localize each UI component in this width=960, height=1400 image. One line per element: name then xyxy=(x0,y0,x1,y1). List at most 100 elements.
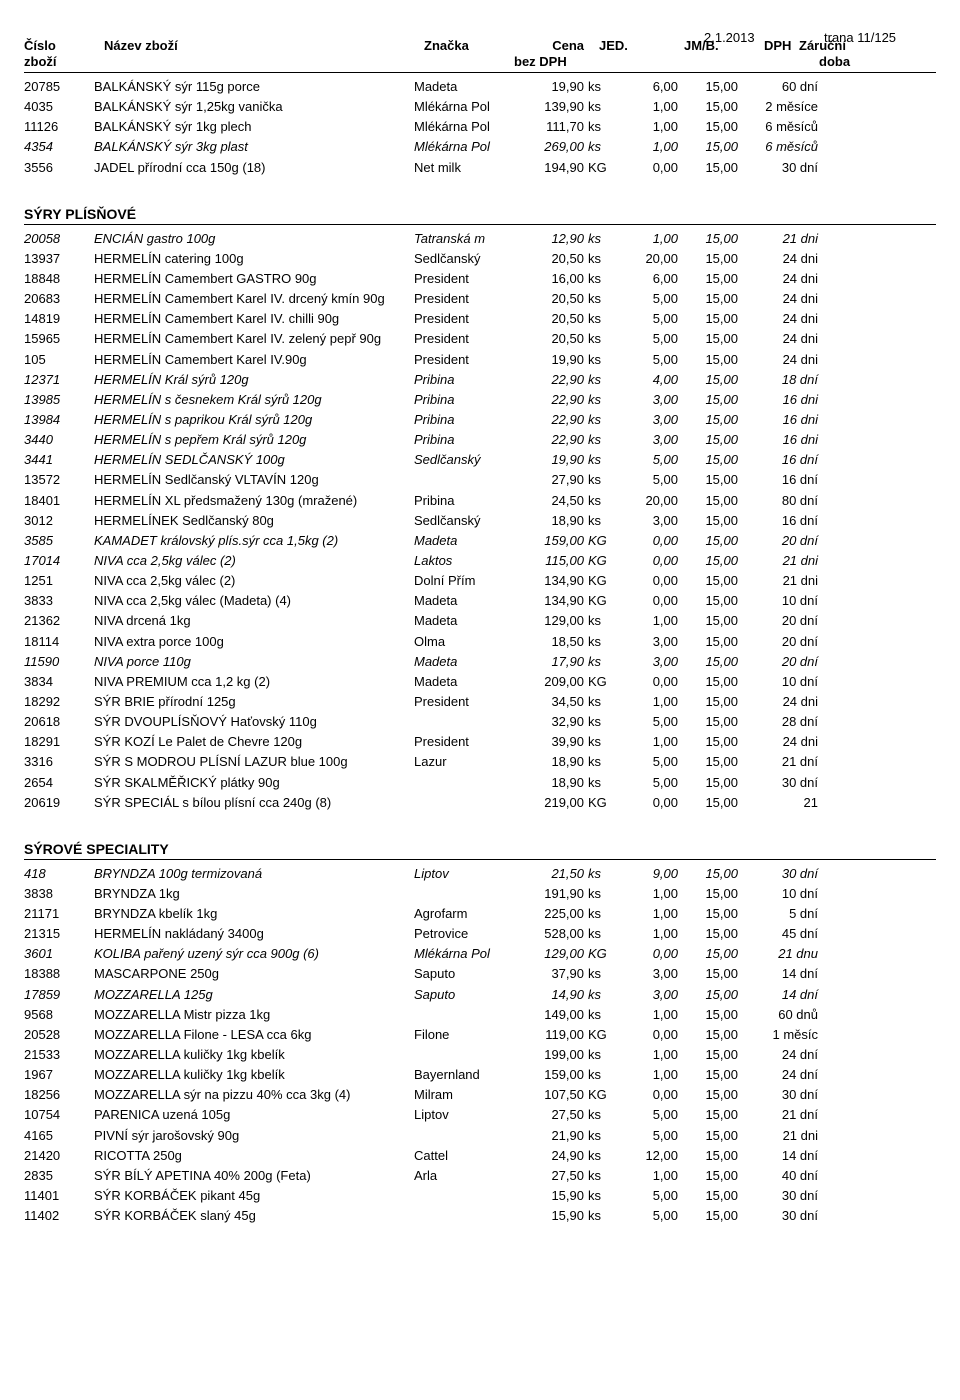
cell-dph: 15,00 xyxy=(678,1085,738,1105)
cell-jed: KG xyxy=(584,158,618,178)
cell-nazev: SÝR DVOUPLÍSŇOVÝ Haťovský 110g xyxy=(94,712,414,732)
cell-cislo: 2835 xyxy=(24,1166,94,1186)
cell-cislo: 11590 xyxy=(24,652,94,672)
cell-jed: ks xyxy=(584,1126,618,1146)
cell-nazev: HERMELÍN catering 100g xyxy=(94,249,414,269)
table-row: 17014NIVA cca 2,5kg válec (2)Laktos115,0… xyxy=(24,551,936,571)
cell-cislo: 3556 xyxy=(24,158,94,178)
cell-nazev: HERMELÍN Camembert Karel IV. zelený pepř… xyxy=(94,329,414,349)
cell-nazev: NIVA cca 2,5kg válec (Madeta) (4) xyxy=(94,591,414,611)
cell-doba: 20 dní xyxy=(738,611,818,631)
cell-nazev: NIVA extra porce 100g xyxy=(94,632,414,652)
cell-cena: 19,90 xyxy=(514,77,584,97)
cell-nazev: SÝR S MODROU PLÍSNÍ LAZUR blue 100g xyxy=(94,752,414,772)
cell-cislo: 13572 xyxy=(24,470,94,490)
cell-cena: 159,00 xyxy=(514,531,584,551)
col-header-dph: DPH xyxy=(764,38,791,53)
cell-jed: ks xyxy=(584,329,618,349)
table-row: 11126BALKÁNSKÝ sýr 1kg plechMlékárna Pol… xyxy=(24,117,936,137)
cell-znacka: Liptov xyxy=(414,864,514,884)
cell-znacka: Cattel xyxy=(414,1146,514,1166)
cell-nazev: NIVA porce 110g xyxy=(94,652,414,672)
cell-jed: ks xyxy=(584,137,618,157)
table-row: 18291SÝR KOZÍ Le Palet de Chevre 120gPre… xyxy=(24,732,936,752)
cell-nazev: HERMELÍN s česnekem Král sýrů 120g xyxy=(94,390,414,410)
cell-doba: 18 dní xyxy=(738,370,818,390)
cell-znacka: Net milk xyxy=(414,158,514,178)
cell-cena: 134,90 xyxy=(514,591,584,611)
cell-cena: 18,50 xyxy=(514,632,584,652)
cell-znacka xyxy=(414,1206,514,1226)
cell-jmb: 1,00 xyxy=(618,1065,678,1085)
cell-znacka: Madeta xyxy=(414,531,514,551)
cell-jed: ks xyxy=(584,904,618,924)
cell-doba: 24 dní xyxy=(738,1065,818,1085)
cell-dph: 15,00 xyxy=(678,1146,738,1166)
cell-dph: 15,00 xyxy=(678,924,738,944)
table-row: 20683HERMELÍN Camembert Karel IV. drcený… xyxy=(24,289,936,309)
cell-doba: 30 dní xyxy=(738,158,818,178)
col-header-zarucni: Záruční xyxy=(799,38,846,53)
col-header-nazev: Název zboží xyxy=(104,38,178,53)
cell-cena: 18,90 xyxy=(514,752,584,772)
table-row: 3833NIVA cca 2,5kg válec (Madeta) (4)Mad… xyxy=(24,591,936,611)
cell-doba: 30 dní xyxy=(738,773,818,793)
cell-dph: 15,00 xyxy=(678,158,738,178)
table-row: 15965HERMELÍN Camembert Karel IV. zelený… xyxy=(24,329,936,349)
cell-jed: ks xyxy=(584,117,618,137)
table-row: 18848HERMELÍN Camembert GASTRO 90gPresid… xyxy=(24,269,936,289)
cell-jed: KG xyxy=(584,944,618,964)
cell-jed: ks xyxy=(584,964,618,984)
cell-dph: 15,00 xyxy=(678,309,738,329)
cell-dph: 15,00 xyxy=(678,491,738,511)
cell-dph: 15,00 xyxy=(678,985,738,1005)
cell-jmb: 5,00 xyxy=(618,329,678,349)
cell-jmb: 3,00 xyxy=(618,632,678,652)
cell-nazev: MOZZARELLA Mistr pizza 1kg xyxy=(94,1005,414,1025)
cell-cena: 107,50 xyxy=(514,1085,584,1105)
cell-znacka xyxy=(414,1045,514,1065)
cell-dph: 15,00 xyxy=(678,1206,738,1226)
col-header-cena: Cena xyxy=(524,38,584,53)
cell-cislo: 3838 xyxy=(24,884,94,904)
table-row: 13937HERMELÍN catering 100gSedlčanský20,… xyxy=(24,249,936,269)
cell-doba: 21 dni xyxy=(738,571,818,591)
table-row: 21362NIVA drcená 1kgMadeta129,00ks1,0015… xyxy=(24,611,936,631)
cell-jed: ks xyxy=(584,712,618,732)
cell-dph: 15,00 xyxy=(678,1065,738,1085)
cell-cislo: 13985 xyxy=(24,390,94,410)
table-row: 17859MOZZARELLA 125gSaputo14,90ks3,0015,… xyxy=(24,985,936,1005)
cell-dph: 15,00 xyxy=(678,773,738,793)
cell-doba: 21 xyxy=(738,793,818,813)
cell-jmb: 12,00 xyxy=(618,1146,678,1166)
cell-jed: KG xyxy=(584,531,618,551)
cell-jmb: 0,00 xyxy=(618,944,678,964)
cell-doba: 16 dní xyxy=(738,511,818,531)
table-row: 418BRYNDZA 100g termizovanáLiptov21,50ks… xyxy=(24,864,936,884)
cell-jed: KG xyxy=(584,571,618,591)
cell-jed: ks xyxy=(584,1005,618,1025)
cell-doba: 20 dní xyxy=(738,531,818,551)
cell-jed: ks xyxy=(584,773,618,793)
cell-jmb: 0,00 xyxy=(618,1085,678,1105)
cell-cena: 119,00 xyxy=(514,1025,584,1045)
cell-nazev: HERMELÍN s pepřem Král sýrů 120g xyxy=(94,430,414,450)
col-header-jmb: JM/B. xyxy=(684,38,719,53)
table-row: 13985HERMELÍN s česnekem Král sýrů 120gP… xyxy=(24,390,936,410)
cell-jmb: 1,00 xyxy=(618,1045,678,1065)
cell-jed: ks xyxy=(584,1045,618,1065)
cell-jed: ks xyxy=(584,752,618,772)
cell-cena: 191,90 xyxy=(514,884,584,904)
cell-nazev: HERMELÍN nakládaný 3400g xyxy=(94,924,414,944)
cell-cena: 20,50 xyxy=(514,329,584,349)
cell-doba: 6 měsíců xyxy=(738,117,818,137)
cell-nazev: SÝR SPECIÁL s bílou plísní cca 240g (8) xyxy=(94,793,414,813)
table-row: 20618SÝR DVOUPLÍSŇOVÝ Haťovský 110g32,90… xyxy=(24,712,936,732)
cell-doba: 2 měsíce xyxy=(738,97,818,117)
cell-cena: 199,00 xyxy=(514,1045,584,1065)
cell-doba: 24 dni xyxy=(738,350,818,370)
cell-znacka: Arla xyxy=(414,1166,514,1186)
cell-jmb: 3,00 xyxy=(618,964,678,984)
cell-znacka xyxy=(414,793,514,813)
cell-jed: ks xyxy=(584,390,618,410)
